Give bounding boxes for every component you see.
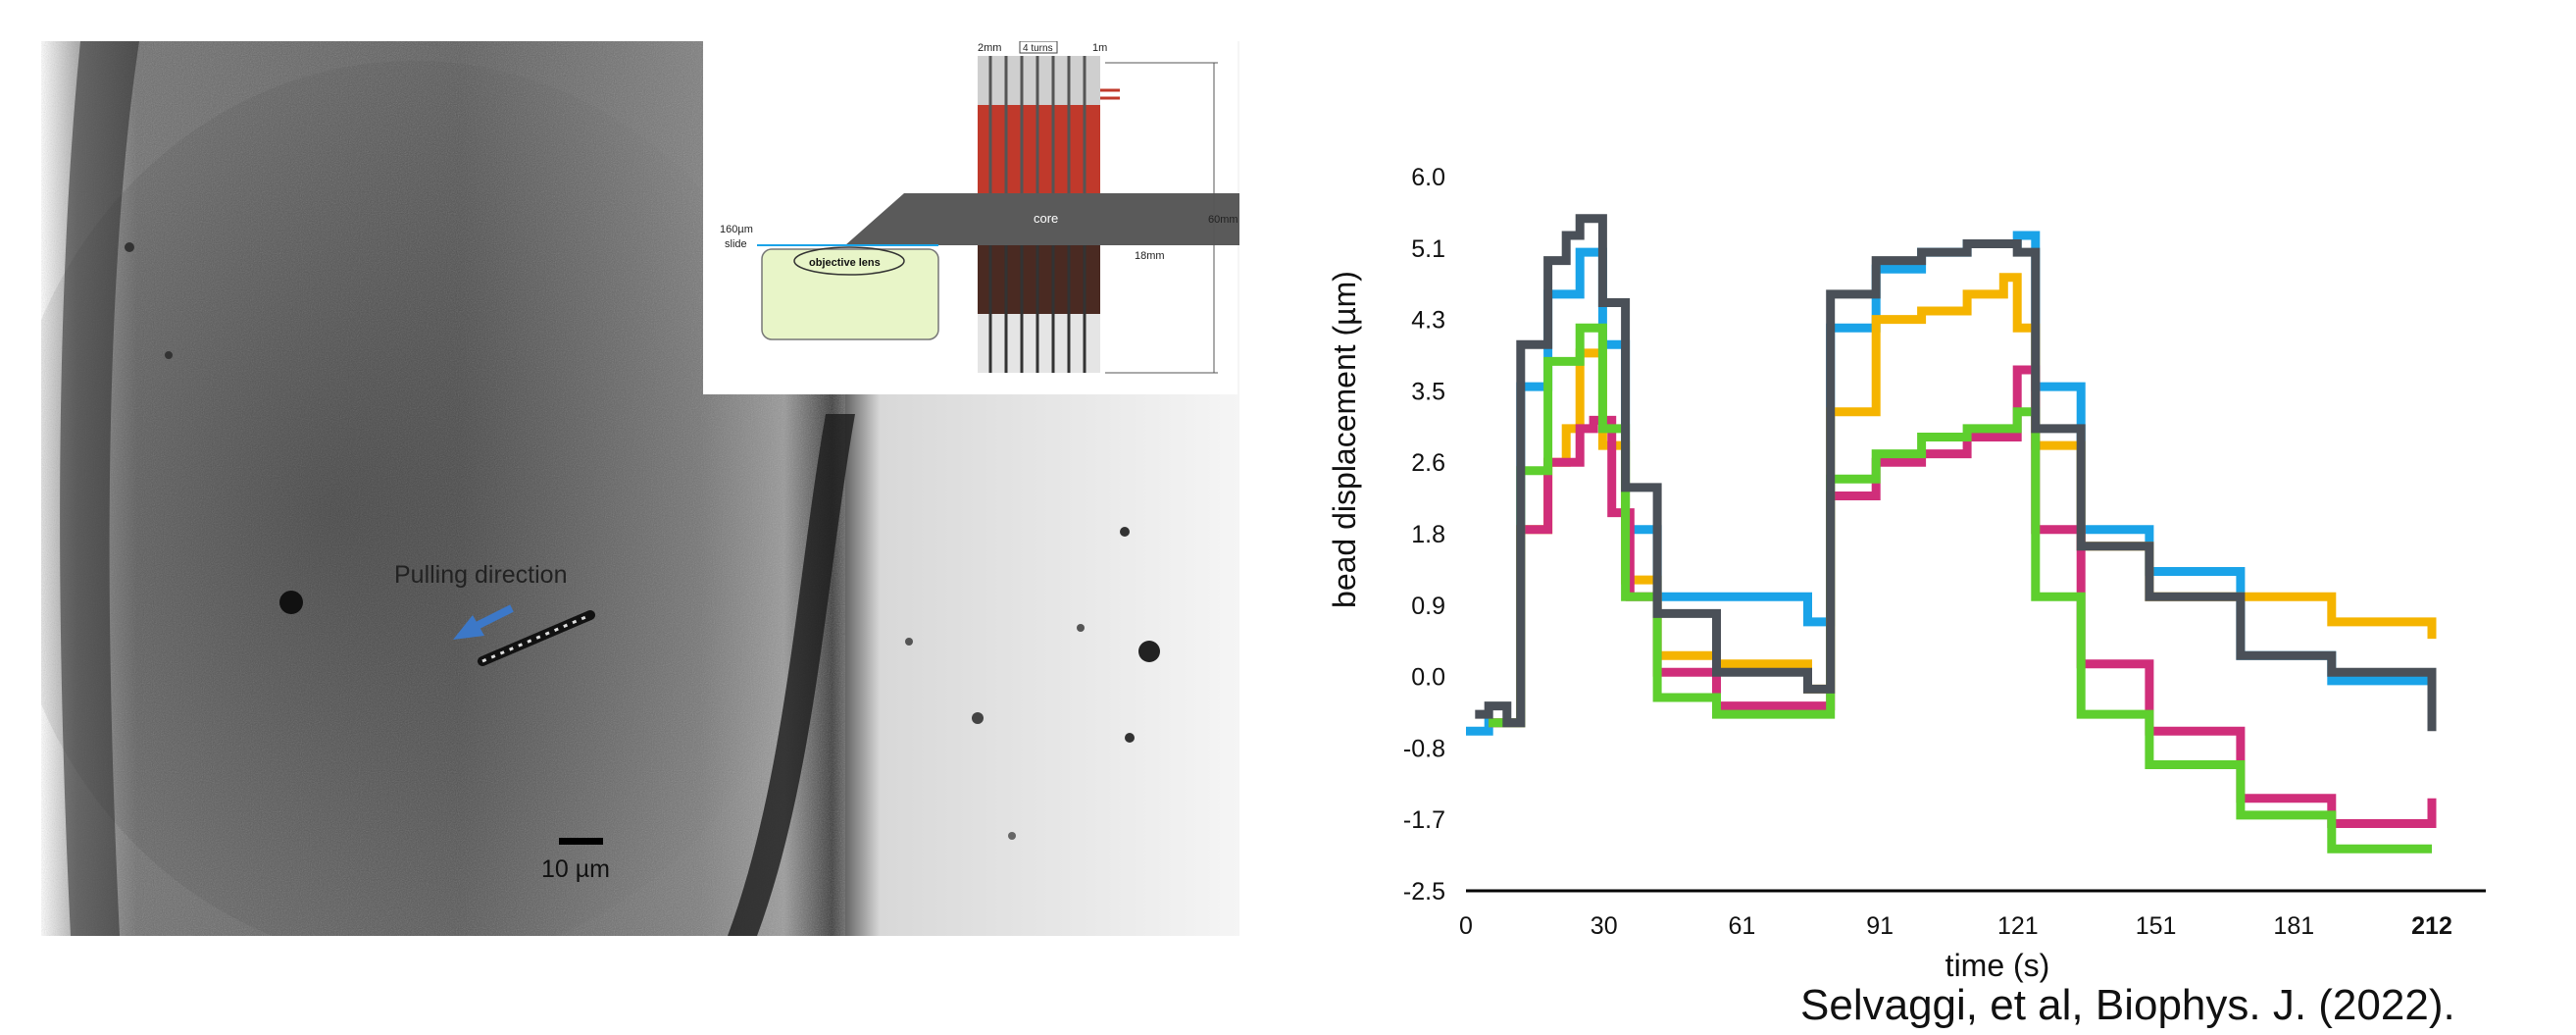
debris-dot bbox=[165, 351, 173, 359]
y-tick-label: 0.9 bbox=[1411, 593, 1445, 620]
x-tick-label: 212 bbox=[2411, 912, 2452, 940]
displacement-chart: 6.0 5.1 4.3 3.5 2.6 1.8 0.9 0.0 -0.8 -1.7 -2.5 0 30… bbox=[1327, 164, 2486, 983]
y-tick-label: -1.7 bbox=[1403, 806, 1445, 834]
pulling-direction-label: Pulling direction bbox=[394, 561, 568, 589]
debris-dot bbox=[125, 242, 134, 252]
y-tick-label: 2.6 bbox=[1411, 449, 1445, 477]
core-label: core bbox=[1034, 211, 1058, 226]
y-tick-label: -0.8 bbox=[1403, 735, 1445, 762]
label-turns: 4 turns bbox=[1023, 43, 1053, 54]
scale-bar-label: 10 µm bbox=[541, 855, 610, 883]
label-1m: 1m bbox=[1092, 42, 1107, 54]
label-2mm: 2mm bbox=[978, 42, 1001, 54]
label-60mm: 60mm bbox=[1208, 214, 1238, 226]
turns-box bbox=[1019, 41, 1058, 54]
x-tick-label: 121 bbox=[1997, 912, 2039, 940]
chart-series-group bbox=[1466, 214, 2437, 854]
objective-lens-label: objective lens bbox=[809, 257, 881, 269]
setup-schematic-inset: core objective lens 60mm 18mm 2mm 4 turn… bbox=[703, 41, 1239, 394]
y-tick-label: 3.5 bbox=[1411, 378, 1445, 405]
y-tick-label: 5.1 bbox=[1411, 235, 1445, 263]
objective-lens-ellipse bbox=[793, 246, 905, 276]
citation-text: Selvaggi, et al, Biophys. J. (2022). bbox=[1800, 981, 2455, 1029]
label-slide: slide bbox=[725, 238, 747, 250]
tissue-edge-left bbox=[60, 41, 139, 936]
scale-bar bbox=[559, 838, 603, 845]
x-tick-label: 151 bbox=[2136, 912, 2177, 940]
coil-rods-top bbox=[978, 56, 1120, 193]
debris-dot bbox=[1125, 733, 1135, 743]
label-18mm: 18mm bbox=[1135, 250, 1165, 262]
x-tick-label: 61 bbox=[1729, 912, 1756, 940]
series-line bbox=[1489, 323, 2432, 854]
x-tick-label: 30 bbox=[1591, 912, 1618, 940]
debris-dot bbox=[1077, 624, 1085, 632]
debris-dot bbox=[1138, 641, 1160, 662]
x-axis-title: time (s) bbox=[1945, 948, 2050, 983]
tissue-edge-right bbox=[728, 414, 855, 936]
y-axis-title: bead displacement (µm) bbox=[1327, 271, 1362, 608]
label-160um: 160µm bbox=[720, 224, 753, 235]
pulling-arrow-icon bbox=[453, 604, 514, 640]
objective-lens-box bbox=[761, 248, 939, 340]
x-tick-label: 91 bbox=[1866, 912, 1894, 940]
debris-dot bbox=[279, 591, 303, 614]
y-tick-labels: 6.0 5.1 4.3 3.5 2.6 1.8 0.9 0.0 -0.8 -1.7 -2.5 bbox=[1403, 164, 1445, 906]
x-tick-label: 0 bbox=[1459, 912, 1473, 940]
y-tick-label: -2.5 bbox=[1403, 878, 1445, 906]
debris-dot bbox=[1008, 832, 1016, 840]
x-tick-label: 181 bbox=[2273, 912, 2314, 940]
debris-dot bbox=[972, 712, 984, 724]
tissue-shadow bbox=[41, 61, 826, 936]
y-tick-label: 1.8 bbox=[1411, 521, 1445, 548]
y-tick-label: 4.3 bbox=[1411, 307, 1445, 335]
coil-rods-bottom bbox=[978, 245, 1100, 373]
bead-chain bbox=[478, 610, 595, 666]
series-line bbox=[1475, 214, 2437, 732]
x-tick-labels: 0 30 61 91 121 151 181 212 bbox=[1459, 912, 2452, 940]
core-block bbox=[845, 193, 1239, 245]
debris-dot bbox=[905, 638, 913, 646]
micrograph-panel: Pulling direction 10 µm bbox=[41, 41, 1239, 936]
y-tick-label: 0.0 bbox=[1411, 664, 1445, 692]
debris-dot bbox=[1120, 527, 1130, 537]
y-tick-label: 6.0 bbox=[1411, 164, 1445, 191]
